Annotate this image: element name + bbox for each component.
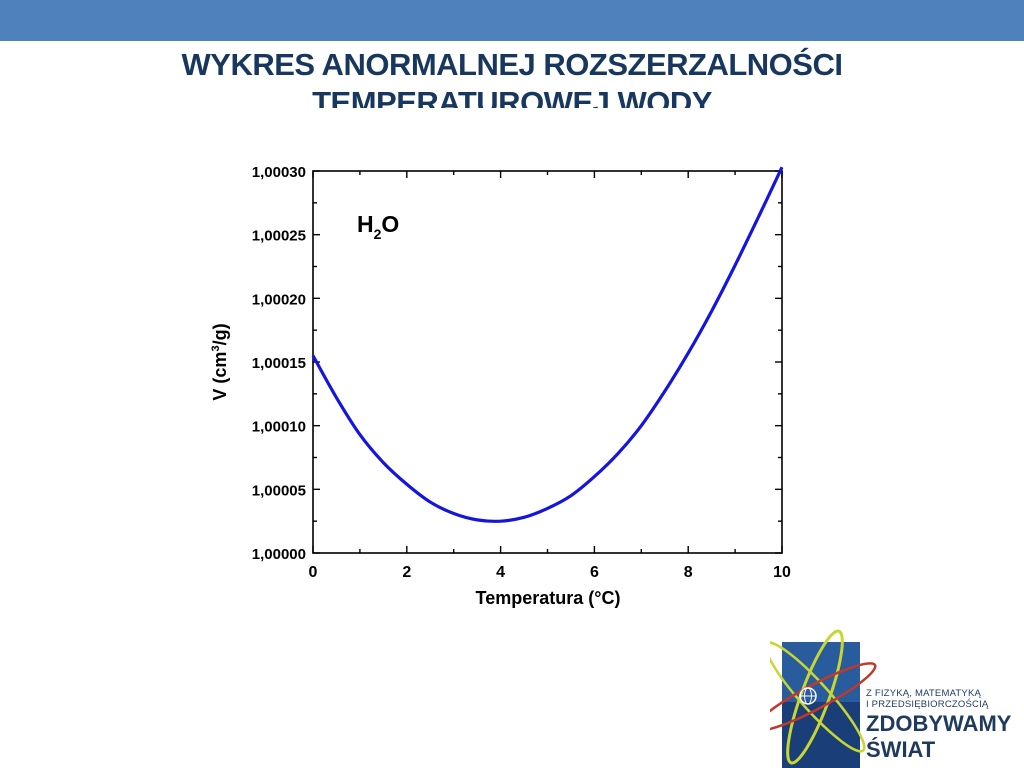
y-tick-label: 1,00015 bbox=[252, 355, 306, 372]
x-tick-label: 8 bbox=[684, 564, 693, 581]
y-axis-label-superscript: 3 bbox=[210, 345, 222, 351]
logo-line-4: ŚWIAT bbox=[866, 737, 936, 762]
title-area: WYKRES ANORMALNEJ ROZSZERZALNOŚCI TEMPER… bbox=[0, 41, 1024, 108]
x-tick-label: 2 bbox=[402, 564, 411, 581]
chart-annotation: H2O bbox=[357, 211, 399, 242]
y-tick-label: 1,00005 bbox=[252, 482, 306, 499]
annotation-subscript: 2 bbox=[374, 226, 382, 242]
y-axis-label: V (cm3/g) bbox=[210, 323, 230, 400]
x-tick-label: 0 bbox=[309, 564, 318, 581]
y-tick-label: 1,00025 bbox=[252, 228, 306, 245]
x-tick-label: 4 bbox=[496, 564, 505, 581]
axis-ticks bbox=[312, 170, 783, 554]
top-accent-bar bbox=[0, 0, 1024, 41]
x-tick-label: 6 bbox=[590, 564, 599, 581]
logo-orbit-green bbox=[786, 629, 844, 765]
series-line bbox=[311, 166, 784, 523]
slide-title-line-2: TEMPERATUROWEJ WODY bbox=[312, 85, 712, 108]
y-tick-label: 1,00020 bbox=[252, 291, 306, 308]
slide-title: WYKRES ANORMALNEJ ROZSZERZALNOŚCI TEMPER… bbox=[0, 41, 1024, 108]
logo-orbit-red bbox=[770, 662, 877, 732]
volume-temperature-chart: 1,00000 1,00005 1,00010 1,00015 1,00020 1,000… bbox=[210, 164, 791, 608]
y-axis-label-main: V (cm bbox=[210, 352, 230, 401]
y-tick-labels: 1,00000 1,00005 1,00010 1,00015 1,00020 1,000… bbox=[252, 164, 306, 563]
project-logo bbox=[770, 629, 877, 768]
y-tick-label: 1,00010 bbox=[252, 419, 306, 436]
slide-title-line-1: WYKRES ANORMALNEJ ROZSZERZALNOŚCI bbox=[181, 47, 843, 82]
y-tick-label: 1,00030 bbox=[252, 164, 306, 181]
x-tick-labels: 0 2 4 6 8 10 bbox=[309, 564, 791, 581]
annotation-main: H bbox=[357, 211, 374, 237]
logo-line-2: I PRZEDSIĘBIORCZOŚCIĄ bbox=[866, 699, 989, 710]
y-tick-label: 1,00000 bbox=[252, 546, 306, 563]
logo-text: Z FIZYKĄ, MATEMATYKĄ I PRZEDSIĘBIORCZOŚC… bbox=[866, 688, 1011, 762]
logo-orbit-green-2 bbox=[770, 641, 866, 753]
x-tick-label: 10 bbox=[773, 564, 791, 581]
annotation-tail: O bbox=[381, 211, 399, 237]
x-axis-label: Temperatura (°C) bbox=[476, 588, 621, 608]
y-axis-label-tail: /g) bbox=[210, 323, 230, 345]
logo-line-1: Z FIZYKĄ, MATEMATYKĄ bbox=[866, 688, 982, 699]
logo-line-3: ZDOBYWAMY bbox=[866, 711, 1012, 736]
